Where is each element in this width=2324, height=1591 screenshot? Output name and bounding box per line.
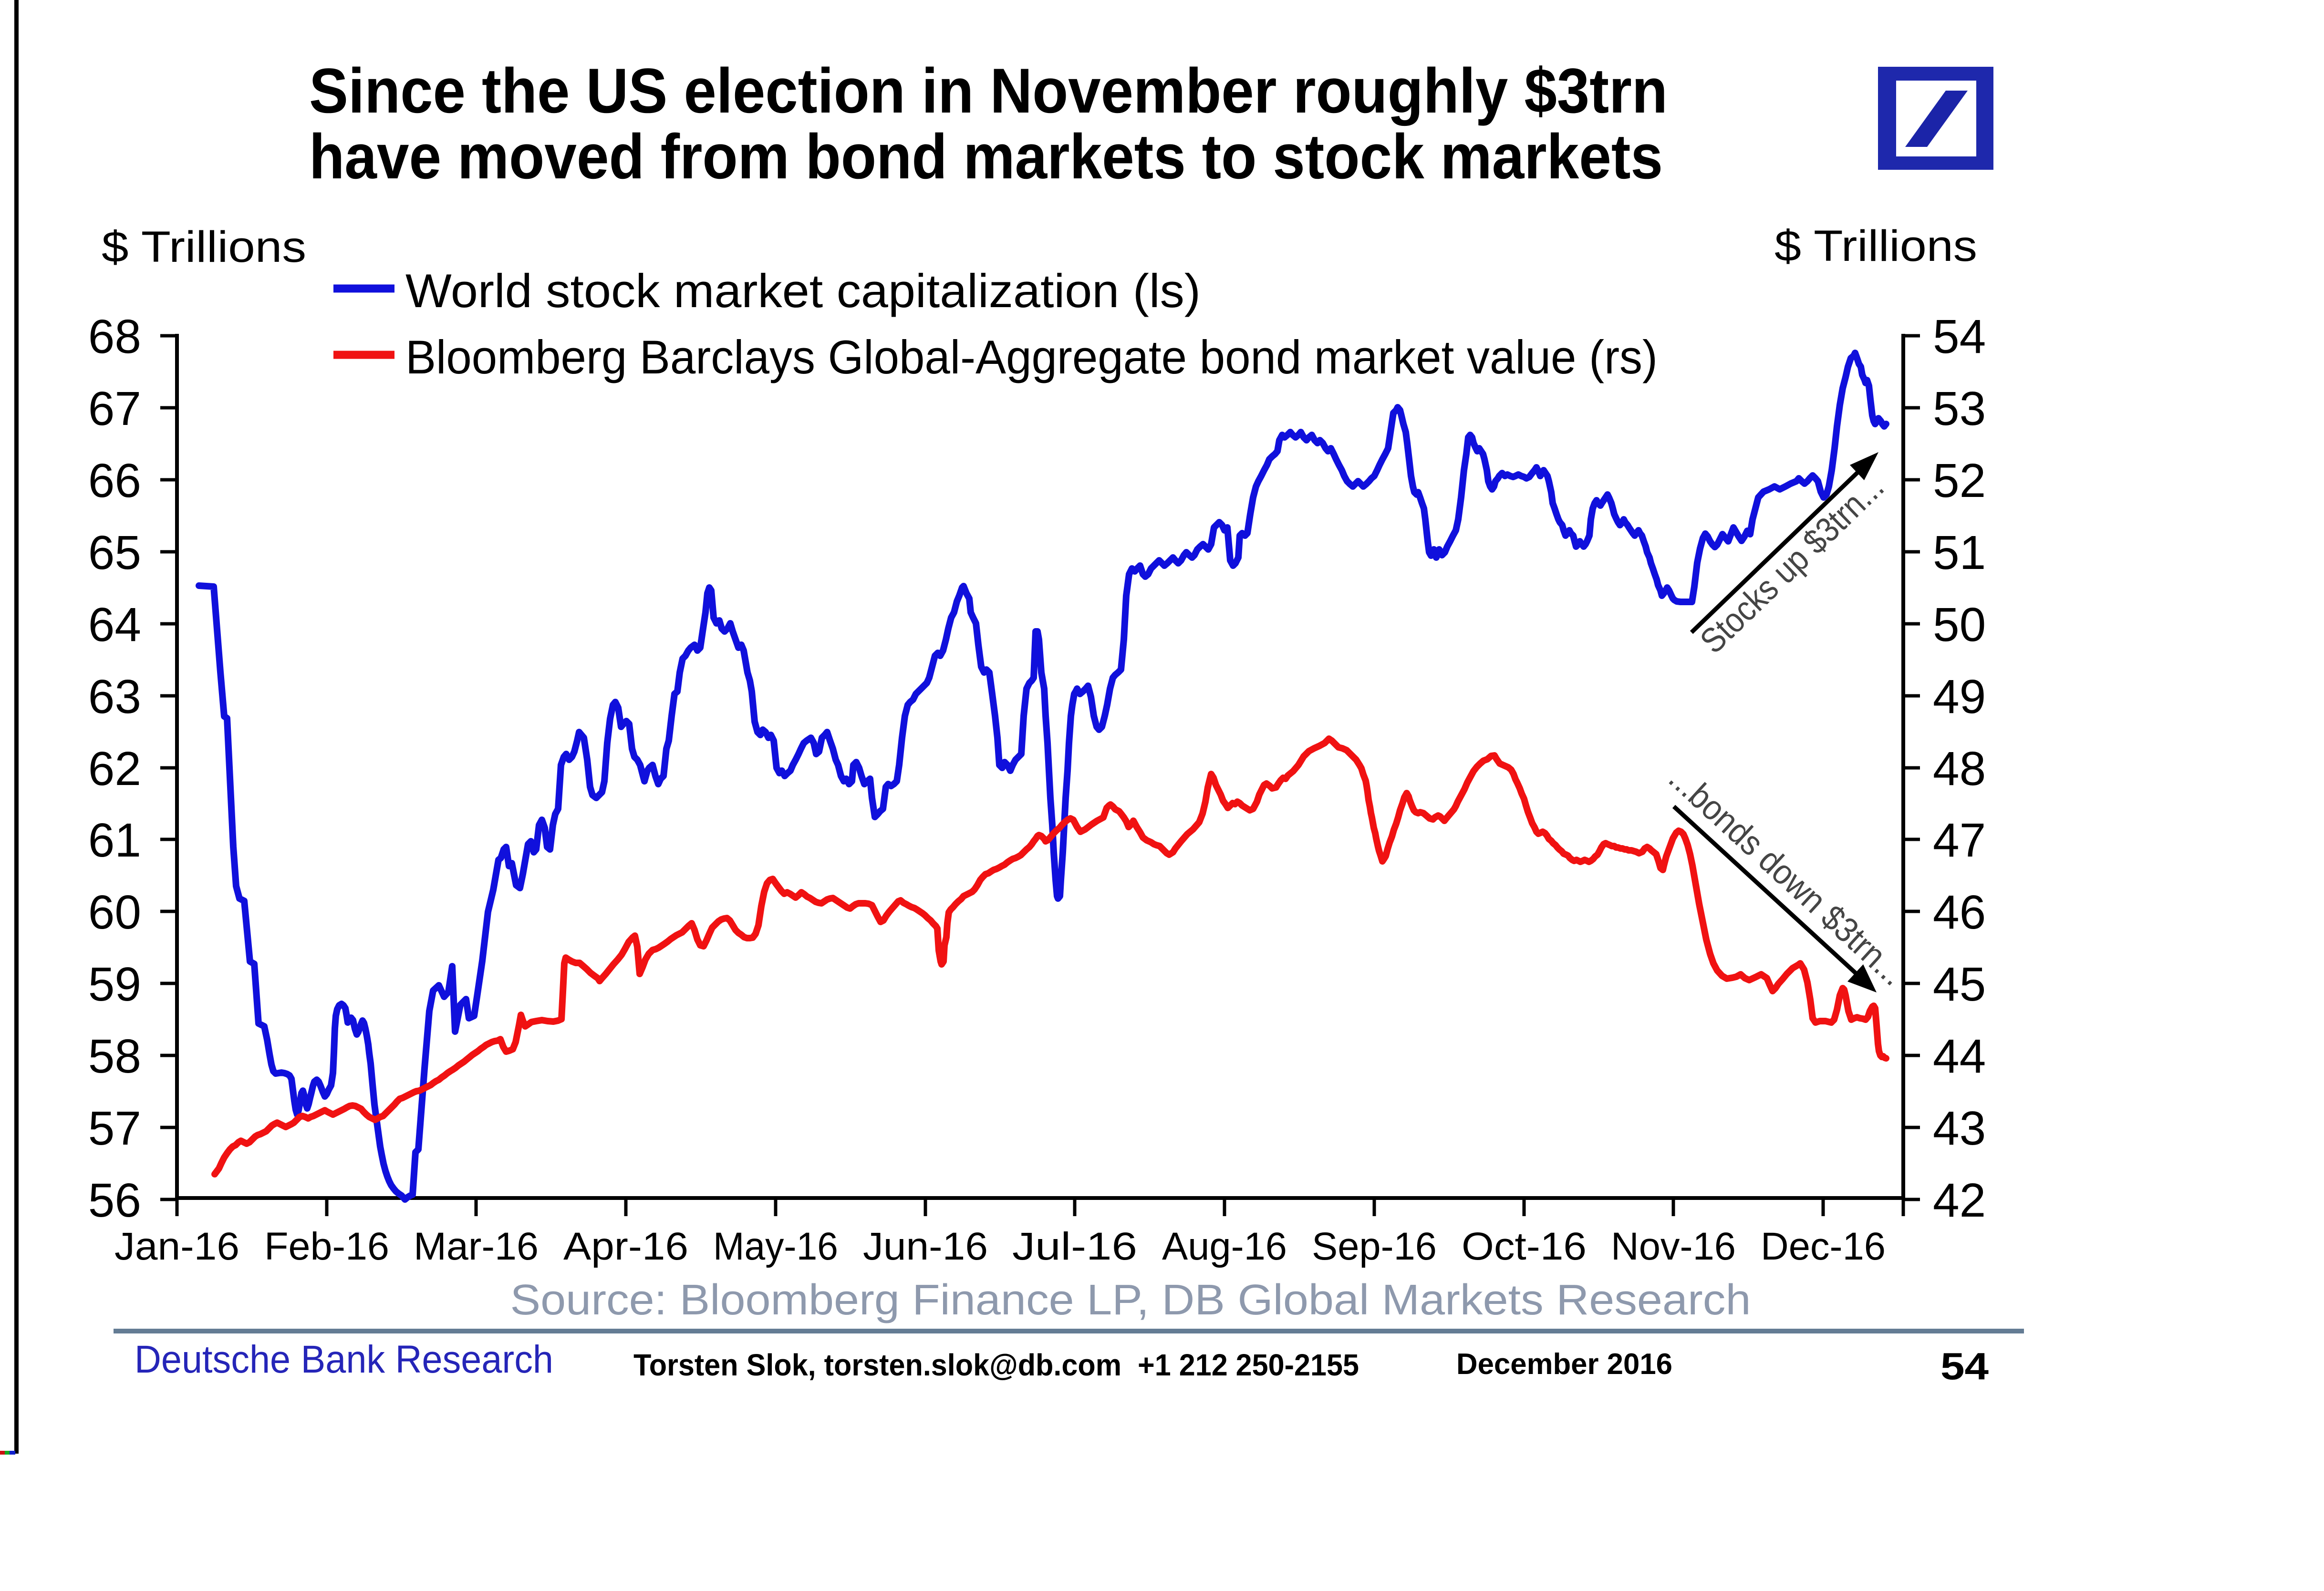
svg-text:56: 56 [88,1174,141,1227]
svg-text:Feb-16: Feb-16 [264,1225,389,1268]
svg-text:46: 46 [1933,886,1986,939]
svg-text:December 2016: December 2016 [1456,1348,1672,1381]
svg-text:45: 45 [1933,958,1986,1011]
svg-text:Bloomberg Barclays Global-Aggr: Bloomberg Barclays Global-Aggregate bond… [405,331,1658,383]
svg-text:Aug-16: Aug-16 [1162,1225,1287,1268]
svg-text:$ Trillions: $ Trillions [1774,222,1977,270]
svg-text:66: 66 [88,454,141,507]
svg-text:49: 49 [1933,670,1986,723]
svg-text:$ Trillions: $ Trillions [102,223,306,271]
svg-text:54: 54 [1940,1345,1989,1387]
svg-text:52: 52 [1933,454,1986,507]
svg-text:Jan-16: Jan-16 [114,1225,239,1268]
svg-text:54: 54 [1933,310,1986,363]
svg-text:48: 48 [1933,742,1986,796]
svg-text:63: 63 [88,670,141,723]
svg-text:Torsten Slok, torsten.slok@db.: Torsten Slok, torsten.slok@db.com +1 212… [633,1348,1359,1382]
svg-text:Jul-16: Jul-16 [1012,1225,1137,1268]
svg-text:Nov-16: Nov-16 [1611,1225,1736,1268]
svg-text:44: 44 [1933,1030,1986,1083]
svg-text:62: 62 [88,742,141,796]
svg-text:have moved from bond markets t: have moved from bond markets to stock ma… [309,122,1663,192]
svg-text:Dec-16: Dec-16 [1761,1225,1886,1268]
svg-text:Mar-16: Mar-16 [414,1225,539,1268]
svg-text:Oct-16: Oct-16 [1462,1225,1587,1268]
svg-text:Sep-16: Sep-16 [1312,1225,1437,1268]
svg-text:47: 47 [1933,814,1986,867]
svg-text:65: 65 [88,526,141,579]
svg-text:World stock market capitalizat: World stock market capitalization (ls) [405,264,1201,317]
svg-text:60: 60 [88,886,141,939]
svg-text:53: 53 [1933,382,1986,435]
svg-text:64: 64 [88,598,141,651]
svg-text:68: 68 [88,310,141,363]
svg-text:42: 42 [1933,1174,1986,1227]
svg-text:59: 59 [88,958,141,1011]
svg-text:Apr-16: Apr-16 [563,1225,688,1268]
svg-text:61: 61 [88,814,141,867]
svg-text:Deutsche Bank Research: Deutsche Bank Research [135,1338,553,1381]
svg-text:50: 50 [1933,598,1986,651]
svg-text:58: 58 [88,1030,141,1083]
svg-text:57: 57 [88,1102,141,1155]
svg-text:43: 43 [1933,1102,1986,1155]
svg-text:67: 67 [88,382,141,435]
svg-text:Source: Bloomberg Finance LP,: Source: Bloomberg Finance LP, DB Global … [510,1276,1751,1324]
svg-text:Since the US election in Novem: Since the US election in November roughl… [309,56,1668,126]
svg-text:May-16: May-16 [713,1225,838,1268]
svg-text:Jun-16: Jun-16 [863,1225,988,1268]
svg-text:51: 51 [1933,526,1986,579]
